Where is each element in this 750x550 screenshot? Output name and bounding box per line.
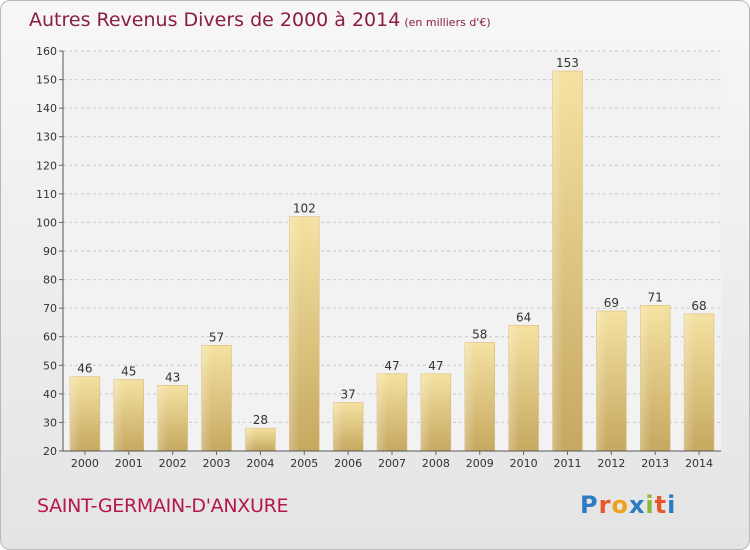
data-label: 43 <box>165 370 180 384</box>
y-tick-label: 160 <box>36 45 57 58</box>
x-tick-label: 2009 <box>466 457 494 470</box>
logo-letter: i <box>645 491 655 519</box>
data-label: 47 <box>428 359 443 373</box>
y-tick-label: 60 <box>43 331 57 344</box>
data-label: 102 <box>293 202 316 216</box>
x-tick-label: 2008 <box>422 457 450 470</box>
bar-highlight <box>201 345 213 451</box>
y-tick-label: 100 <box>36 216 57 229</box>
x-tick-label: 2002 <box>159 457 187 470</box>
y-tick-label: 70 <box>43 302 57 315</box>
bar-highlight <box>552 71 563 451</box>
y-tick-label: 150 <box>36 74 57 87</box>
x-tick-label: 2004 <box>246 457 274 470</box>
y-tick-label: 50 <box>43 359 57 372</box>
x-tick-label: 2013 <box>641 457 669 470</box>
logo-letter: t <box>654 491 668 519</box>
bar-highlight <box>70 376 81 451</box>
data-label: 45 <box>121 365 136 379</box>
data-label: 68 <box>691 299 706 313</box>
chart-unit: (en milliers d'€) <box>404 16 491 29</box>
bar-highlight <box>596 311 607 451</box>
chart-title-text: Autres Revenus Divers de 2000 à 2014 <box>29 9 401 31</box>
x-tick-label: 2012 <box>597 457 625 470</box>
bar-highlight <box>377 373 388 451</box>
logo-letter: i <box>667 491 677 519</box>
data-label: 46 <box>77 362 92 376</box>
bar-highlight <box>464 342 476 451</box>
data-label: 69 <box>604 296 619 310</box>
logo-letter: P <box>580 491 599 519</box>
data-label: 71 <box>648 290 663 304</box>
y-tick-label: 20 <box>43 445 57 458</box>
y-tick-label: 30 <box>43 416 57 429</box>
x-tick-label: 2014 <box>685 457 713 470</box>
y-tick-label: 130 <box>36 131 57 144</box>
data-label: 153 <box>556 56 579 70</box>
data-label: 28 <box>253 413 268 427</box>
logo-letter: x <box>628 491 646 519</box>
x-tick-label: 2000 <box>71 457 99 470</box>
data-label: 57 <box>209 330 224 344</box>
x-tick-label: 2006 <box>334 457 362 470</box>
proxiti-logo: Proxiti <box>580 491 676 519</box>
bar-highlight <box>289 216 300 451</box>
bar-highlight <box>245 428 256 451</box>
data-label: 58 <box>472 327 487 341</box>
bar-highlight <box>684 313 695 451</box>
logo-letter: o <box>611 491 629 519</box>
y-tick-label: 80 <box>43 274 57 287</box>
bar-highlight <box>508 325 520 451</box>
bar-highlight <box>113 379 125 451</box>
y-tick-label: 40 <box>43 388 57 401</box>
x-tick-label: 2001 <box>115 457 143 470</box>
y-tick-label: 140 <box>36 102 57 115</box>
data-label: 47 <box>384 359 399 373</box>
bar-highlight <box>333 402 344 451</box>
y-tick-label: 90 <box>43 245 57 258</box>
bar-highlight <box>157 385 169 451</box>
bar-highlight <box>640 305 651 451</box>
y-tick-label: 110 <box>36 188 57 201</box>
y-tick-label: 120 <box>36 159 57 172</box>
chart-title: Autres Revenus Divers de 2000 à 2014 (en … <box>29 9 491 31</box>
bar-highlight <box>420 373 432 451</box>
commune-name: SAINT-GERMAIN-D'ANXURE <box>37 495 289 517</box>
data-label: 64 <box>516 310 531 324</box>
logo-letter: r <box>598 491 612 519</box>
x-tick-label: 2010 <box>510 457 538 470</box>
data-label: 37 <box>340 387 355 401</box>
x-tick-label: 2011 <box>553 457 581 470</box>
x-tick-label: 2007 <box>378 457 406 470</box>
x-tick-label: 2003 <box>203 457 231 470</box>
x-tick-label: 2005 <box>290 457 318 470</box>
